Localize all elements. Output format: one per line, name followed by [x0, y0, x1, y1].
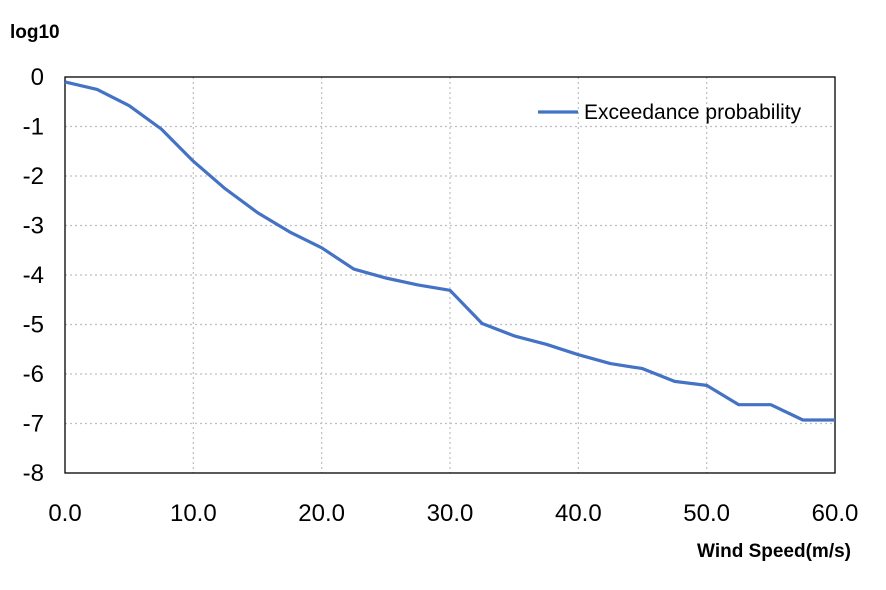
y-tick-label: -1	[23, 114, 44, 141]
x-tick-label: 0.0	[48, 500, 81, 527]
plot-area	[64, 76, 836, 474]
legend-label: Exceedance probability	[584, 101, 802, 124]
y-tick-label: -3	[23, 213, 44, 240]
y-tick-label: -7	[23, 411, 44, 438]
y-tick-label: -4	[23, 262, 44, 289]
series-layer	[64, 80, 835, 422]
x-axis-ticks: 0.0 10.0 20.0 30.0 40.0 50.0 60.0	[48, 500, 858, 527]
y-tick-label: -2	[23, 163, 44, 190]
y-tick-label: -6	[23, 361, 44, 388]
y-axis-label: log10	[10, 22, 60, 43]
x-tick-label: 50.0	[683, 500, 730, 527]
y-tick-label: -8	[23, 460, 44, 487]
y-axis-ticks: 0 -1 -2 -3 -4 -5 -6 -7 -8	[23, 64, 44, 487]
legend: Exceedance probability	[538, 101, 802, 124]
gridlines	[65, 77, 835, 473]
x-axis-label: Wind Speed(m/s)	[697, 541, 851, 562]
x-tick-label: 40.0	[555, 500, 602, 527]
y-tick-label: -5	[23, 312, 44, 339]
x-tick-label: 10.0	[170, 500, 217, 527]
series-line	[64, 80, 835, 422]
x-tick-label: 30.0	[427, 500, 474, 527]
x-tick-label: 60.0	[812, 500, 859, 527]
y-tick-label: 0	[31, 64, 44, 91]
x-tick-label: 20.0	[298, 500, 345, 527]
